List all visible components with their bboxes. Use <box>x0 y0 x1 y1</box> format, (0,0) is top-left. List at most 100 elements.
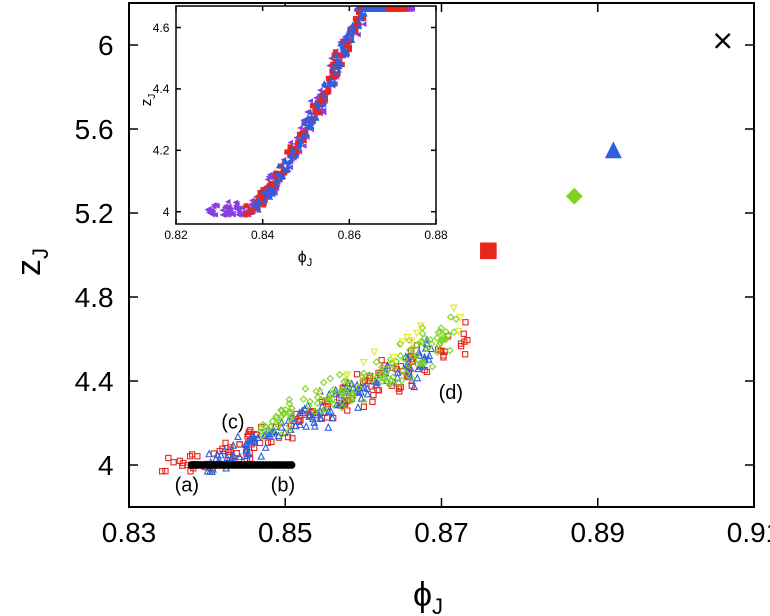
main-point-open-diamonds <box>340 377 348 386</box>
inset-y-tick-label: 4 <box>163 205 170 219</box>
main-point-open-squares <box>268 438 275 446</box>
main-point-open-triangles <box>410 382 419 391</box>
main-point-open-diamonds <box>385 381 394 389</box>
main-point-open-diamonds <box>377 366 385 375</box>
inset-point-purple-left-triangles <box>222 203 229 209</box>
main-point-open-diamonds <box>261 422 270 431</box>
inset-point-blue-triangles <box>353 6 360 12</box>
main-point-open-diamonds <box>358 373 367 381</box>
main-point-open-triangles <box>253 433 262 441</box>
inset-point-blue-triangles <box>337 63 343 70</box>
main-scatter-points <box>158 304 471 475</box>
main-point-open-triangles <box>383 361 392 370</box>
inset-x-axis-label: ϕJ <box>298 249 312 269</box>
inset-point-red-squares <box>312 108 318 115</box>
main-point-open-down-triangles <box>315 388 324 397</box>
main-point-open-diamonds <box>330 400 338 409</box>
main-point-open-diamonds <box>354 383 363 392</box>
main-point-open-diamonds <box>348 396 356 404</box>
inset-point-blue-triangles <box>286 159 292 166</box>
main-point-open-diamonds <box>372 358 381 366</box>
annotation-label: (b) <box>271 474 295 496</box>
main-point-open-triangles <box>324 407 333 415</box>
main-point-open-diamonds <box>404 361 413 369</box>
main-point-open-diamonds <box>317 395 325 404</box>
inset-point-blue-triangles <box>380 6 387 12</box>
main-point-open-squares <box>264 439 272 446</box>
main-point-open-down-triangles <box>370 348 379 357</box>
inset-point-blue-triangles <box>312 99 319 105</box>
main-point-open-diamonds <box>389 373 397 382</box>
inset-point-purple-left-triangles <box>296 148 303 155</box>
inset-axis-ticks <box>175 6 437 224</box>
main-point-open-triangles <box>302 421 311 430</box>
main-point-open-diamonds <box>450 328 458 336</box>
main-point-open-triangles <box>393 368 402 376</box>
main-x-tick-label: 0.89 <box>571 517 626 548</box>
inset-point-blue-triangles <box>290 152 296 159</box>
inset-point-purple-left-triangles <box>234 201 240 207</box>
main-point-open-diamonds <box>337 389 346 398</box>
inset-point-purple-left-triangles <box>210 202 217 208</box>
main-point-open-diamonds <box>262 426 271 435</box>
main-point-open-diamonds <box>256 428 264 437</box>
inset-point-purple-left-triangles <box>235 209 242 216</box>
main-point-open-diamonds <box>329 386 338 394</box>
main-point-open-diamonds <box>329 389 337 398</box>
inset-point-red-squares <box>243 203 249 209</box>
inset-point-blue-triangles <box>293 152 300 159</box>
inset-point-blue-triangles <box>304 131 310 137</box>
main-point-open-squares <box>353 371 361 378</box>
main-annotations: (a) (b) (c) (d) <box>175 382 464 496</box>
main-point-open-squares <box>162 467 169 475</box>
inset-point-purple-left-triangles <box>297 125 303 131</box>
main-point-open-squares <box>194 453 201 460</box>
main-point-open-triangles <box>354 387 363 396</box>
inset-point-blue-triangles <box>362 10 368 17</box>
inset-point-blue-triangles <box>342 37 349 43</box>
main-point-open-squares <box>222 439 229 447</box>
main-point-open-squares <box>236 441 243 448</box>
main-point-open-triangles <box>363 384 372 392</box>
main-x-tick-label: 0.85 <box>258 517 313 548</box>
main-point-open-diamonds <box>405 346 414 355</box>
inset-point-purple-left-triangles <box>360 21 367 28</box>
main-point-open-diamonds <box>435 340 444 349</box>
main-point-open-squares <box>289 435 296 442</box>
main-y-tick-label: 5.2 <box>75 198 114 229</box>
main-point-open-squares <box>165 454 172 462</box>
main-point-open-diamonds <box>359 376 367 385</box>
main-point-open-diamonds <box>423 344 432 353</box>
main-y-axis-subscript: J <box>28 248 53 259</box>
summary-blue-triangle <box>604 141 622 159</box>
inset-point-blue-triangles <box>321 94 328 101</box>
main-point-open-triangles <box>250 434 259 443</box>
annotation-label: (d) <box>439 382 463 404</box>
main-point-open-diamonds <box>259 421 267 429</box>
main-point-open-diamonds <box>401 355 409 363</box>
main-point-open-diamonds <box>378 374 386 383</box>
summary-cross-b <box>714 32 731 49</box>
main-point-open-triangles <box>331 389 340 398</box>
inset-point-blue-triangles <box>301 120 307 126</box>
main-point-open-diamonds <box>324 393 333 402</box>
inset-point-blue-triangles <box>300 130 307 137</box>
main-point-open-diamonds <box>326 374 335 383</box>
inset-point-blue-triangles <box>349 30 355 37</box>
main-point-open-diamonds <box>276 418 284 426</box>
main-point-open-diamonds <box>419 357 427 366</box>
main-point-open-squares <box>370 391 377 399</box>
main-point-open-diamonds <box>378 363 386 371</box>
inset-point-blue-triangles <box>297 136 303 142</box>
inset-point-purple-left-triangles <box>232 205 239 212</box>
inset-y-axis-subscript: J <box>147 94 158 99</box>
main-point-open-triangles <box>242 451 251 460</box>
main-point-open-triangles <box>205 449 213 458</box>
inset-point-purple-left-triangles <box>301 143 307 149</box>
main-x-axis-label: ϕJ <box>413 576 443 616</box>
main-point-open-triangles <box>236 452 244 461</box>
main-point-open-triangles <box>246 435 255 444</box>
main-point-open-diamonds <box>299 395 308 403</box>
inset-point-purple-left-triangles <box>317 87 323 93</box>
inset-point-blue-triangles <box>339 42 346 49</box>
